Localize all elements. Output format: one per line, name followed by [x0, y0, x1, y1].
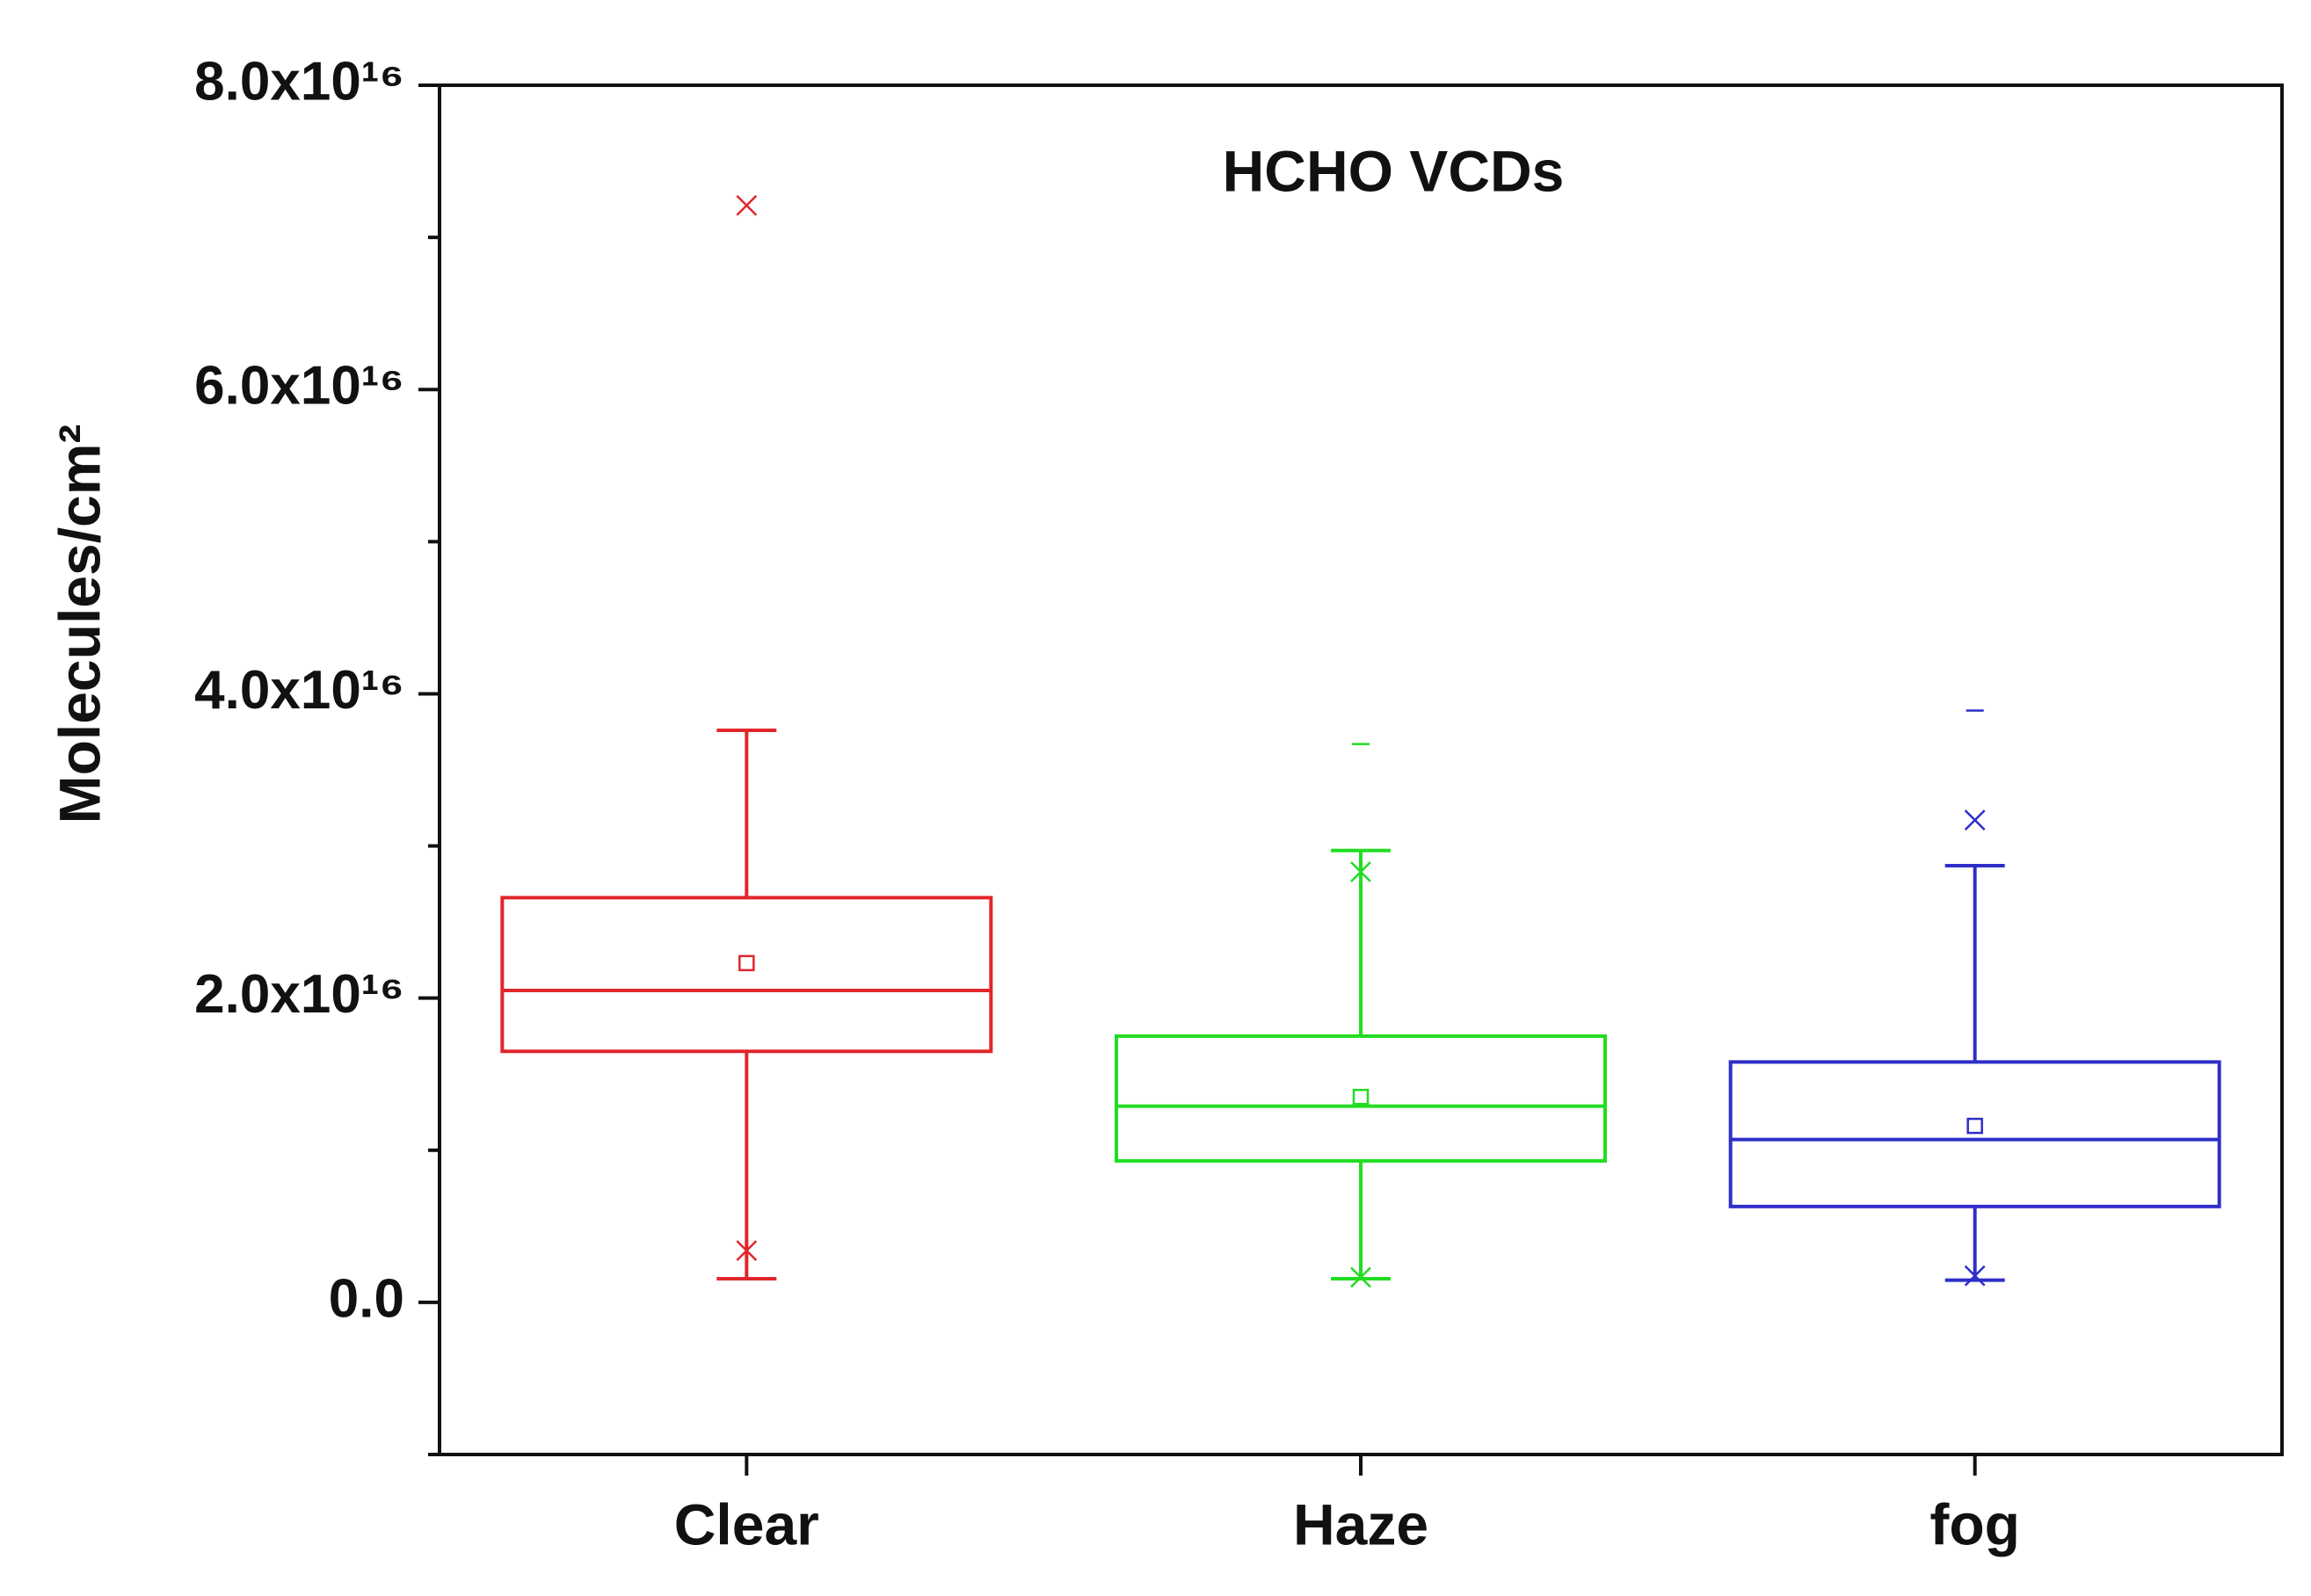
x-tick-label: fog: [1929, 1491, 2020, 1556]
box: [500, 896, 993, 1054]
mean-marker: [1352, 1088, 1370, 1106]
y-axis-label: Molecules/cm²: [47, 424, 112, 824]
y-tick-label: 6.0x10¹⁶: [194, 356, 404, 417]
max-marker: [1350, 861, 1371, 882]
y-tick-label: 2.0x10¹⁶: [194, 964, 404, 1025]
y-tick-label: 0.0: [329, 1268, 404, 1329]
max-marker: [736, 194, 758, 216]
min-marker: [736, 1240, 758, 1261]
y-tick-label: 8.0x10¹⁶: [194, 51, 404, 112]
min-marker: [1350, 1266, 1371, 1288]
chart-title: HCHO VCDs: [1223, 138, 1565, 203]
box: [1115, 1034, 1607, 1163]
box: [1728, 1060, 2221, 1208]
mean-marker: [738, 954, 755, 972]
max-marker: [1964, 809, 1986, 831]
x-tick-label: Haze: [1293, 1491, 1428, 1556]
mean-marker: [1966, 1117, 1983, 1135]
y-tick-label: 4.0x10¹⁶: [194, 660, 404, 721]
min-marker: [1964, 1265, 1986, 1287]
x-tick-label: Clear: [674, 1491, 819, 1556]
